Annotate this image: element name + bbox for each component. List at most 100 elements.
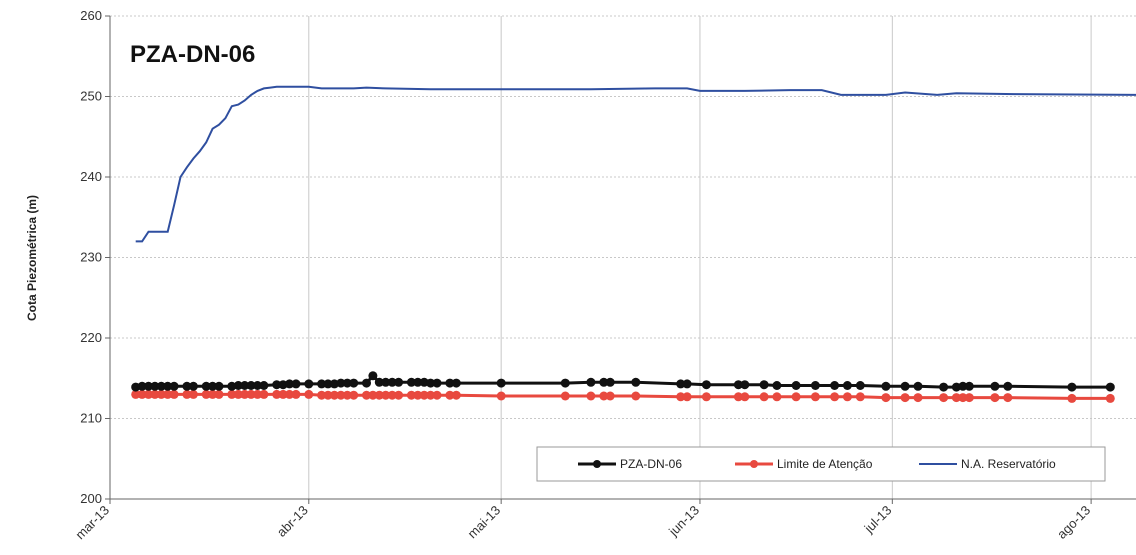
data-point (445, 390, 455, 400)
data-point (246, 389, 256, 399)
data-point (1067, 382, 1077, 392)
data-point (374, 377, 384, 387)
chart-title: PZA-DN-06 (130, 41, 255, 68)
data-point (233, 381, 243, 390)
data-point (496, 378, 506, 388)
data-point (227, 389, 237, 399)
data-point (964, 381, 974, 391)
data-point (406, 390, 416, 400)
data-point (182, 389, 192, 399)
data-point (137, 381, 147, 391)
legend-label: N.A. Reservatório (961, 457, 1056, 471)
data-point (291, 379, 301, 389)
data-point (772, 381, 782, 390)
data-point (881, 381, 891, 391)
title-box: PZA-DN-06 (120, 32, 286, 74)
data-point (1003, 381, 1013, 391)
y-tick-label: 230 (80, 250, 102, 265)
data-point (394, 377, 404, 387)
data-point (163, 381, 173, 391)
data-point (1105, 393, 1115, 403)
data-point (432, 390, 442, 400)
data-point (272, 380, 282, 390)
data-point (900, 393, 910, 403)
data-point (631, 377, 641, 387)
data-point (810, 392, 820, 402)
data-point (599, 391, 609, 401)
data-point (772, 392, 782, 402)
data-point (733, 392, 743, 402)
data-point (682, 392, 692, 402)
data-point (150, 389, 160, 399)
data-point (150, 381, 160, 391)
data-point (336, 390, 346, 400)
data-point (759, 392, 769, 402)
y-tick-label: 210 (80, 411, 102, 426)
data-point (381, 377, 391, 387)
data-point (791, 392, 801, 402)
data-point (381, 390, 391, 400)
data-point (246, 381, 256, 390)
data-point (701, 380, 711, 390)
data-point (240, 389, 250, 399)
data-point (208, 389, 218, 399)
data-point (855, 392, 865, 402)
data-point (733, 380, 743, 390)
data-point (599, 377, 609, 387)
data-point (810, 381, 820, 390)
data-point (676, 379, 686, 389)
data-point (253, 389, 262, 399)
data-point (830, 392, 840, 402)
data-point (759, 380, 769, 390)
data-point (951, 393, 961, 403)
data-point (387, 377, 397, 387)
data-point (278, 389, 288, 399)
data-point (214, 389, 224, 399)
data-point (169, 381, 179, 391)
data-point (432, 378, 442, 388)
data-point (445, 378, 455, 388)
data-point (939, 382, 949, 392)
data-point (156, 389, 166, 399)
data-point (304, 379, 314, 389)
legend-label: PZA-DN-06 (620, 457, 682, 471)
data-point (137, 389, 147, 399)
data-point (349, 378, 359, 388)
data-point (188, 381, 198, 391)
data-point (182, 381, 192, 391)
data-point (240, 381, 250, 390)
data-point (349, 390, 359, 400)
legend-swatch-marker (593, 460, 601, 468)
data-point (285, 389, 294, 399)
title-box-background (120, 32, 286, 74)
data-point (682, 379, 692, 389)
data-point (451, 378, 461, 388)
data-point (990, 393, 1000, 403)
data-point (259, 381, 269, 390)
y-tick-label: 260 (80, 8, 102, 23)
data-point (329, 390, 339, 400)
data-point (208, 381, 218, 391)
legend-label: Limite de Atenção (777, 457, 873, 471)
data-point (426, 390, 436, 400)
data-point (939, 393, 949, 403)
data-point (368, 390, 378, 400)
data-point (413, 390, 423, 400)
data-point (144, 381, 153, 391)
data-point (163, 389, 173, 399)
data-point (964, 393, 974, 403)
data-point (374, 390, 384, 400)
y-axis-label: Cota Piezométrica (m) (25, 195, 39, 321)
data-point (387, 390, 397, 400)
legend-box (536, 446, 1106, 482)
y-tick-label: 250 (80, 89, 102, 104)
data-point (605, 391, 615, 401)
y-tick-label: 200 (80, 491, 102, 506)
data-point (830, 381, 840, 390)
data-point (842, 392, 852, 402)
data-point (342, 378, 352, 388)
data-point (201, 389, 211, 399)
data-point (842, 381, 852, 390)
data-point (156, 381, 166, 391)
data-point (958, 381, 968, 391)
